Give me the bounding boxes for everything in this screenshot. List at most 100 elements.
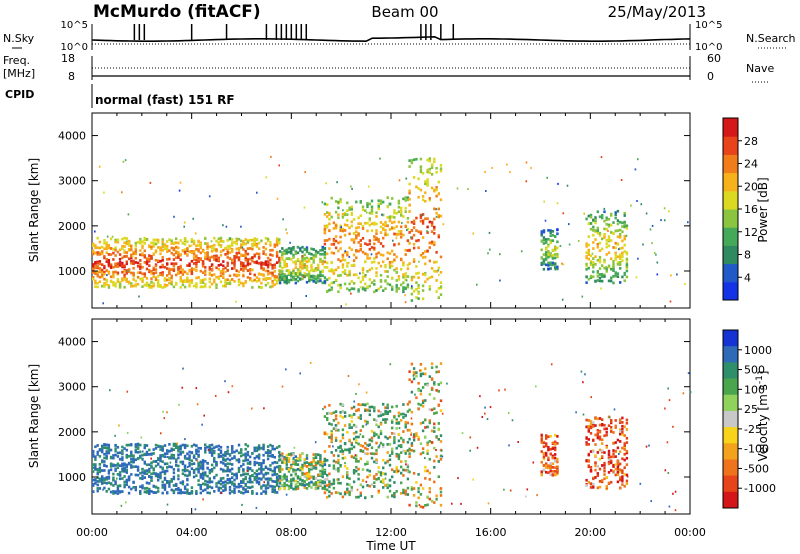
echo-cell (332, 464, 336, 468)
echo-dot (265, 176, 268, 179)
echo-cell (166, 240, 169, 243)
echo-cell (439, 454, 443, 458)
echo-cell (435, 411, 438, 415)
echo-cell (278, 470, 282, 474)
echo-cell (118, 484, 122, 488)
echo-cell (217, 487, 220, 491)
echo-cell (598, 448, 602, 452)
echo-dot (630, 204, 632, 207)
echo-cell (226, 462, 229, 466)
colorbar-segment (723, 190, 738, 210)
echo-cell (328, 288, 331, 292)
echo-cell (551, 466, 555, 469)
echo-cell (237, 451, 241, 455)
echo-cell (603, 477, 606, 481)
echo-cell (621, 416, 624, 420)
echo-cell (373, 235, 376, 238)
echo-cell (312, 258, 315, 261)
echo-cell (190, 462, 194, 466)
echo-cell (183, 250, 187, 254)
echo-cell (549, 252, 552, 255)
echo-cell (285, 262, 288, 266)
echo-dot (476, 283, 478, 286)
echo-cell (204, 285, 207, 288)
echo-dot (251, 407, 253, 410)
echo-cell (201, 489, 205, 493)
echo-cell (592, 225, 595, 229)
echo-dot (321, 201, 324, 204)
echo-cell (249, 272, 252, 276)
echo-cell (285, 269, 288, 272)
echo-cell (607, 424, 611, 427)
echo-cell (549, 452, 552, 456)
echo-cell (406, 267, 410, 271)
echo-cell (357, 249, 360, 253)
echo-cell (92, 250, 95, 253)
echo-dot (668, 399, 671, 402)
echo-cell (402, 403, 405, 406)
echo-cell (125, 271, 128, 275)
echo-cell (103, 266, 106, 270)
echo-dot (636, 200, 638, 202)
echo-dot (404, 301, 407, 304)
echo-cell (208, 447, 211, 450)
echo-cell (192, 456, 196, 459)
echo-cell (426, 443, 429, 447)
echo-cell (621, 479, 624, 483)
echo-cell (330, 431, 333, 435)
echo-cell (123, 485, 126, 489)
echo-dot (461, 432, 464, 435)
echo-cell (625, 275, 629, 279)
echo-cell (109, 247, 113, 250)
echo-cell (408, 400, 411, 404)
echo-dot (289, 241, 291, 244)
echo-cell (257, 444, 261, 447)
echo-cell (439, 490, 443, 494)
echo-cell (292, 245, 295, 249)
echo-cell (170, 282, 173, 286)
echo-cell (348, 438, 351, 442)
echo-cell (547, 267, 550, 271)
echo-cell (237, 258, 241, 262)
echo-cell (145, 472, 149, 475)
echo-dot (166, 411, 168, 414)
echo-cell (278, 256, 281, 260)
echo-cell (101, 263, 104, 266)
echo-cell (400, 419, 403, 422)
echo-cell (545, 241, 548, 244)
echo-cell (616, 219, 620, 222)
echo-cell (257, 462, 261, 465)
echo-cell (105, 454, 108, 458)
echo-cell (273, 471, 276, 475)
echo-cell (235, 458, 238, 462)
echo-cell (437, 403, 440, 407)
echo-cell (412, 371, 416, 374)
echo-cell (139, 277, 142, 281)
echo-cell (281, 255, 284, 259)
echo-cell (201, 261, 205, 265)
echo-cell (188, 450, 191, 454)
echo-dot (367, 185, 370, 188)
echo-cell (275, 461, 279, 464)
echo-cell (150, 472, 153, 476)
echo-cell (244, 472, 247, 476)
echo-cell (237, 485, 241, 489)
echo-cell (406, 220, 410, 224)
echo-cell (549, 231, 552, 234)
echo-cell (183, 270, 187, 274)
echo-cell (364, 221, 367, 225)
echo-dot (583, 212, 585, 215)
echo-cell (547, 264, 550, 267)
echo-cell (195, 474, 198, 477)
echo-dot (404, 294, 406, 297)
echo-cell (435, 260, 438, 264)
echo-dot (472, 232, 475, 235)
echo-cell (386, 437, 389, 440)
echo-cell (410, 229, 414, 233)
echo-cell (224, 280, 227, 284)
echo-cell (257, 256, 261, 259)
echo-cell (273, 488, 276, 492)
echo-cell (134, 445, 137, 449)
echo-cell (285, 478, 288, 482)
echo-cell (607, 461, 611, 464)
